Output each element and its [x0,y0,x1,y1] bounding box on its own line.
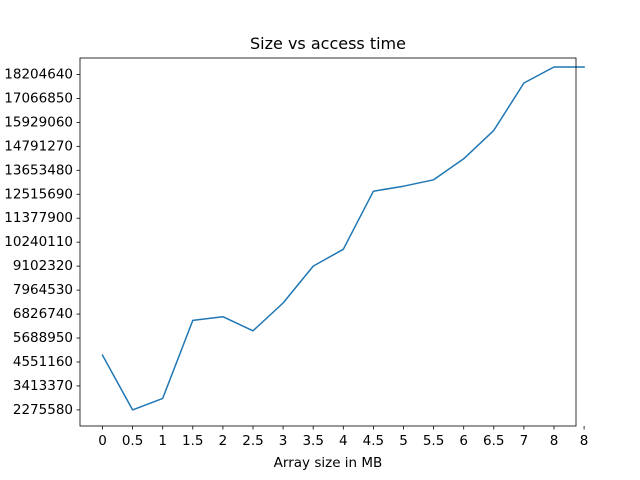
x-tick-label: 5.5 [423,433,444,449]
x-tick-label: 0.5 [122,433,143,449]
y-tick-label: 12515690 [4,186,73,202]
y-tick-label: 6826740 [13,306,73,322]
y-tick-label: 2275580 [13,402,73,418]
x-tick-label: 4.5 [363,433,384,449]
y-tick-label: 7964530 [13,282,73,298]
x-tick-label: 2.5 [242,433,263,449]
x-tick-label: 0 [98,433,107,449]
x-tick-label: 6 [459,433,468,449]
y-tick-label: 13653480 [4,162,73,178]
y-tick-label: 15929060 [4,114,73,130]
chart-title: Size vs access time [250,34,406,53]
y-tick-label: 17066850 [4,90,73,106]
x-tick-label: 6.5 [483,433,504,449]
x-tick-label: 4 [339,433,348,449]
axes-frame [79,57,577,427]
y-tick-label: 9102320 [13,258,73,274]
x-tick-label: 8 [580,433,589,449]
x-axis-label: Array size in MB [274,455,383,471]
y-tick-label: 10240110 [4,234,73,250]
x-tick-label: 8 [550,433,559,449]
y-tick-label: 14791270 [4,138,73,154]
x-tick-label: 7 [520,433,529,449]
y-tick-label: 3413370 [13,378,73,394]
x-tick-label: 1 [158,433,167,449]
y-tick-label: 4551160 [13,354,73,370]
x-axis-ticks: 0 0.5 1 1.5 2 2.5 3 3.5 4 4.5 5 5.5 6 6.5 7 8 8 [98,426,588,449]
y-tick-label: 18204640 [4,66,73,82]
y-tick-label: 5688950 [13,330,73,346]
series-line [101,66,585,411]
y-tick-label: 11377900 [4,210,73,226]
y-axis-ticks: 2275580 3413370 4551160 5688950 6826740 79645… [4,66,80,418]
x-tick-label: 3 [279,433,288,449]
x-tick-label: 2 [219,433,228,449]
x-tick-label: 5 [399,433,408,449]
x-tick-label: 3.5 [302,433,323,449]
x-tick-label: 1.5 [182,433,203,449]
